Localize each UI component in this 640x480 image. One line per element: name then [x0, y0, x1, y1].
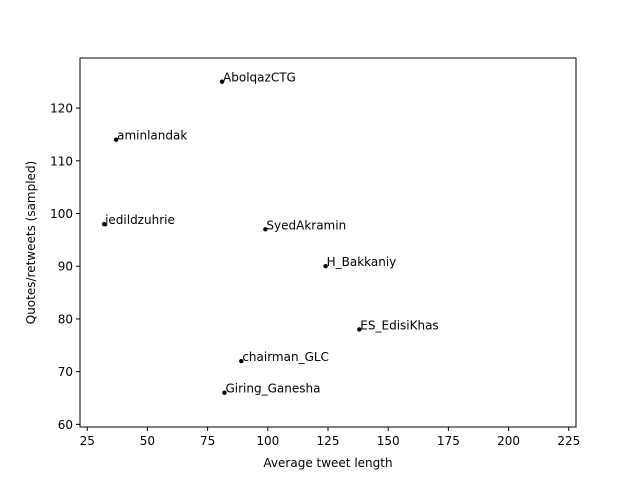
- point-label: chairman_GLC: [242, 350, 329, 364]
- point-label: SyedAkramin: [266, 218, 346, 232]
- y-tick-label: 70: [58, 365, 73, 379]
- x-axis-label: Average tweet length: [263, 456, 392, 470]
- data-point: [219, 79, 225, 84]
- data-point: [222, 390, 227, 395]
- point-label: Giring_Ganesha: [225, 382, 320, 396]
- x-tick-label: 100: [256, 434, 279, 448]
- data-point: [323, 264, 328, 269]
- y-tick-label: 80: [58, 312, 73, 326]
- data-point: [357, 327, 362, 332]
- y-tick-label: 110: [50, 154, 73, 168]
- data-point: [263, 227, 268, 232]
- point-label: jedildzuhrie: [104, 213, 175, 227]
- y-tick-label: 60: [58, 418, 73, 432]
- data-point: [113, 137, 119, 142]
- x-tick-label: 150: [377, 434, 400, 448]
- x-tick-label: 75: [200, 434, 215, 448]
- x-tick-label: 25: [80, 434, 95, 448]
- x-tick-label: 225: [557, 434, 580, 448]
- y-tick-label: 90: [58, 260, 73, 274]
- data-point: [101, 221, 107, 227]
- point-label: aminlandak: [117, 129, 187, 143]
- y-tick-label: 120: [50, 102, 73, 116]
- point-label: H_Bakkaniy: [327, 255, 397, 269]
- point-label: AbolqazCTG: [223, 71, 296, 85]
- x-tick-label: 200: [497, 434, 520, 448]
- y-tick-label: 100: [50, 207, 73, 221]
- x-tick-label: 50: [140, 434, 155, 448]
- x-tick-label: 175: [437, 434, 460, 448]
- plot-area: AbolqazCTG aminlandak jedildzuhrie SyedAkra…: [101, 71, 439, 396]
- x-tick-label: 125: [317, 434, 340, 448]
- y-axis-label: Quotes/retweets (sampled): [24, 161, 38, 325]
- data-point: [239, 358, 244, 364]
- ticks: 25 50 75 100 125 150 175 200 225 60 70 80 90 100 110 12…: [50, 102, 580, 448]
- point-label: ES_EdisiKhas: [360, 318, 438, 332]
